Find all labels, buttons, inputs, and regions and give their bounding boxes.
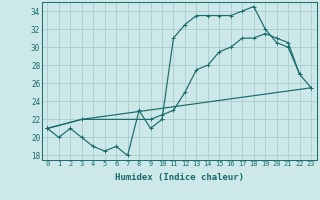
X-axis label: Humidex (Indice chaleur): Humidex (Indice chaleur) bbox=[115, 173, 244, 182]
